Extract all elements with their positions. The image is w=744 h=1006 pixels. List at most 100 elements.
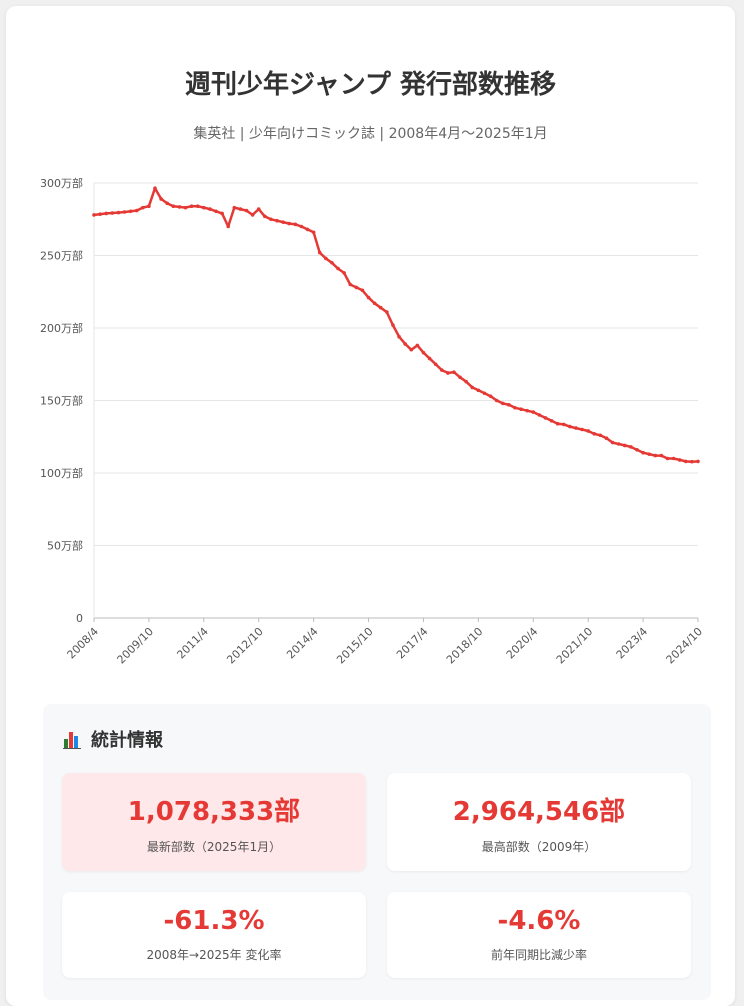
stat-card-peak: 2,964,546部 最高部数（2009年） [387,773,691,871]
stat-card-latest: 1,078,333部 最新部数（2025年1月） [62,773,366,871]
stats-heading-label: 統計情報 [91,730,163,751]
data-point [256,207,261,211]
data-point [610,440,615,445]
data-point [421,350,426,355]
data-point [226,224,231,229]
x-tick-label: 2023/4 [614,625,651,662]
data-point [110,211,115,215]
data-point [683,459,688,464]
data-point [494,398,499,403]
data-point [324,256,328,261]
data-point [281,220,285,224]
data-point [141,205,145,210]
data-point [391,323,395,327]
x-tick-label: 2020/4 [504,625,541,662]
data-point [500,401,505,406]
data-point [177,205,182,209]
data-point [586,429,590,433]
stats-panel: 統計情報 1,078,333部 最新部数（2025年1月） 2,964,546部… [43,704,711,1000]
x-tick-label: 2021/10 [554,625,596,667]
data-point [604,436,609,441]
y-tick-label: 200万部 [40,321,83,335]
data-point [372,301,377,306]
stat-card-yoy-decline: -4.6% 前年同期比減少率 [387,892,691,978]
data-point [354,285,359,290]
x-tick-label: 2024/10 [664,625,706,667]
data-point [171,204,176,208]
page-title: 週刊少年ジャンプ 発行部数推移 [185,70,556,100]
data-point [238,207,243,211]
data-point [153,186,157,191]
data-point [134,208,139,213]
stat-value: -4.6% [497,906,581,936]
data-point [439,368,444,372]
data-point [555,421,560,426]
data-point [232,205,237,210]
main-card: 週刊少年ジャンプ 発行部数推移 集英社 | 少年向けコミック誌 | 2008年4… [6,6,735,1006]
data-point [305,227,310,232]
data-point [690,459,694,464]
data-point [598,433,603,438]
data-point [348,282,353,287]
data-point [244,208,249,213]
data-point [104,211,109,216]
data-point [378,305,383,310]
data-point [622,443,627,448]
x-tick-label: 2009/10 [115,625,157,667]
data-point [409,347,414,352]
data-point [385,310,389,314]
page-subtitle: 集英社 | 少年向けコミック誌 | 2008年4月〜2025年1月 [193,126,548,142]
data-point [220,211,224,216]
y-tick-label: 50万部 [47,539,83,553]
data-point [488,394,493,398]
data-point [519,407,523,411]
series-line [92,186,700,463]
x-tick-label: 2012/10 [224,625,266,667]
data-point [415,343,420,348]
data-point [659,453,664,458]
data-point [629,445,633,449]
stat-value: 2,964,546部 [452,797,626,827]
data-point [427,356,432,361]
data-point [116,210,121,215]
y-tick-label: 300万部 [40,176,83,190]
data-point [189,204,194,208]
data-point [525,408,529,413]
data-point [317,250,322,255]
data-point [543,416,548,420]
x-tick-label: 2015/10 [334,625,376,667]
data-point [580,427,584,432]
data-point [263,214,267,219]
stat-label: 最新部数（2025年1月） [146,840,282,854]
data-point [360,288,365,293]
stat-label: 2008年→2025年 変化率 [146,948,282,962]
data-point [147,204,151,208]
data-point [202,205,206,210]
data-point [568,424,572,429]
stat-card-change-rate: -61.3% 2008年→2025年 変化率 [62,892,366,978]
data-point [250,213,255,217]
data-point [458,375,462,380]
data-point [641,450,645,455]
data-point [208,207,212,211]
y-tick-label: 250万部 [40,249,83,263]
data-point [214,209,218,214]
data-point [537,413,542,417]
stats-heading: 統計情報 [63,726,163,752]
data-point [122,210,127,214]
data-point [482,391,487,396]
data-point [507,403,511,407]
x-tick-label: 2011/4 [174,625,211,662]
data-point [311,230,316,235]
data-point [299,224,304,229]
data-point [574,426,578,430]
data-point [342,271,346,275]
data-point [531,410,536,414]
data-point [195,204,200,208]
data-point [159,197,163,201]
y-tick-label: 100万部 [40,466,83,480]
x-tick-label: 2014/4 [284,625,321,662]
circulation-line-chart: 0 50万部 100万部 150万部 200万部 250万部 300万部 2008/4 2009… [40,176,706,667]
data-point [165,201,170,206]
data-point [293,222,298,227]
